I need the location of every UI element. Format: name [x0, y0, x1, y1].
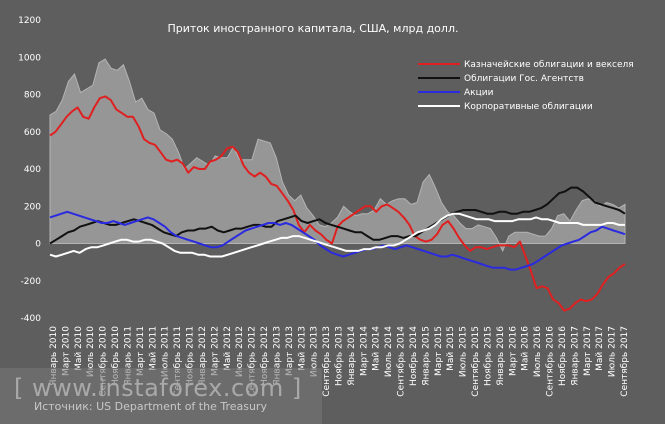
x-tick-label: Июль 2013 — [310, 326, 320, 377]
y-tick-label: 200 — [24, 202, 41, 212]
x-tick-label: Март 2012 — [210, 326, 220, 376]
x-tick-label: Январь 2017 — [570, 326, 580, 386]
x-tick-label: Январь 2012 — [198, 326, 208, 386]
x-tick-label: Сентябрь 2012 — [248, 326, 258, 397]
x-tick-label: Ноябрь 2012 — [260, 326, 270, 386]
x-tick-label: Май 2017 — [595, 326, 605, 371]
series-line-3 — [49, 210, 626, 271]
y-tick-label: 800 — [24, 91, 41, 101]
x-tick-label: Сентябрь 2011 — [173, 326, 183, 397]
watermark-logo: [ www.instaforex.com ] — [14, 374, 302, 402]
legend-label-1: Казначейские облигации и векселя — [464, 60, 634, 70]
x-tick-label: Ноябрь 2014 — [409, 326, 419, 386]
x-tick-label: Июль 2015 — [459, 326, 469, 377]
x-tick-label: Сентябрь 2014 — [397, 326, 407, 397]
y-tick-label: 600 — [24, 128, 41, 138]
x-tick-label: Март 2010 — [61, 326, 71, 376]
x-tick-label: Июль 2016 — [533, 326, 543, 377]
x-tick-label: Ноябрь 2016 — [558, 326, 568, 386]
x-tick-label: Май 2010 — [74, 326, 84, 371]
x-tick-label: Ноябрь 2010 — [111, 326, 121, 386]
legend-label-3: Акции — [464, 88, 494, 98]
x-tick-label: Май 2012 — [223, 326, 233, 371]
x-tick-label: Январь 2014 — [347, 326, 357, 386]
series-line-4 — [49, 212, 625, 258]
x-tick-label: Ноябрь 2015 — [484, 326, 494, 386]
x-tick-label: Январь 2016 — [496, 326, 506, 386]
x-tick-label: Март 2014 — [359, 326, 369, 376]
y-tick-label: -200 — [21, 277, 42, 287]
x-tick-label: Январь 2015 — [421, 326, 431, 386]
x-tick-label: Март 2016 — [508, 326, 518, 376]
x-tick-label: Сентябрь 2013 — [322, 326, 332, 397]
x-tick-label: Март 2015 — [434, 326, 444, 376]
x-tick-label: Сентябрь 2015 — [471, 326, 481, 397]
x-tick-label: Март 2013 — [285, 326, 295, 376]
y-tick-label: -400 — [21, 314, 42, 324]
y-axis: -400 -200 0 200 400 600 800 1000 1200 — [18, 16, 41, 324]
x-tick-label: Май 2014 — [372, 326, 382, 371]
legend-label-2: Облигации Гос. Агентств — [464, 74, 584, 84]
line-layer — [49, 95, 626, 312]
x-tick-label: Май 2016 — [521, 326, 531, 371]
y-tick-label: 0 — [35, 240, 41, 250]
watermark-band — [0, 368, 322, 424]
x-tick-label: Май 2011 — [148, 326, 158, 371]
area-layer — [49, 58, 626, 253]
background-area — [49, 58, 626, 253]
source-note: Источник: US Department of the Treasury — [34, 400, 267, 413]
x-tick-label: Март 2011 — [136, 326, 146, 376]
x-tick-label: Ноябрь 2011 — [186, 326, 196, 386]
x-tick-label: Сентябрь 2010 — [99, 326, 109, 397]
chart-title: Приток иностранного капитала, США, млрд … — [168, 22, 459, 35]
x-tick-label: Январь 2010 — [49, 326, 59, 386]
x-tick-label: Июль 2014 — [384, 326, 394, 377]
x-axis: Январь 2010 Март 2010 Май 2010 Июль 2010 Сен… — [49, 326, 630, 397]
x-tick-label: Январь 2013 — [272, 326, 282, 386]
x-tick-label: Сентябрь 2017 — [620, 326, 630, 397]
x-tick-label: Май 2013 — [297, 326, 307, 371]
legend-label-4: Корпоративные облигации — [464, 102, 593, 112]
series-line-2 — [49, 186, 626, 245]
x-tick-label: Май 2015 — [446, 326, 456, 371]
x-tick-label: Июль 2011 — [161, 326, 171, 377]
x-tick-label: Июль 2017 — [608, 326, 618, 377]
x-tick-label: Июль 2010 — [86, 326, 96, 377]
legend: Казначейские облигации и векселя Облигаци… — [418, 60, 634, 112]
y-tick-label: 1200 — [18, 16, 41, 26]
y-tick-label: 1000 — [18, 53, 41, 63]
x-tick-label: Ноябрь 2013 — [335, 326, 345, 386]
x-tick-label: Январь 2011 — [124, 326, 134, 386]
y-tick-label: 400 — [24, 165, 41, 175]
x-tick-label: Июль 2012 — [235, 326, 245, 377]
x-tick-label: Март 2017 — [583, 326, 593, 376]
x-tick-label: Сентябрь 2016 — [546, 326, 556, 397]
